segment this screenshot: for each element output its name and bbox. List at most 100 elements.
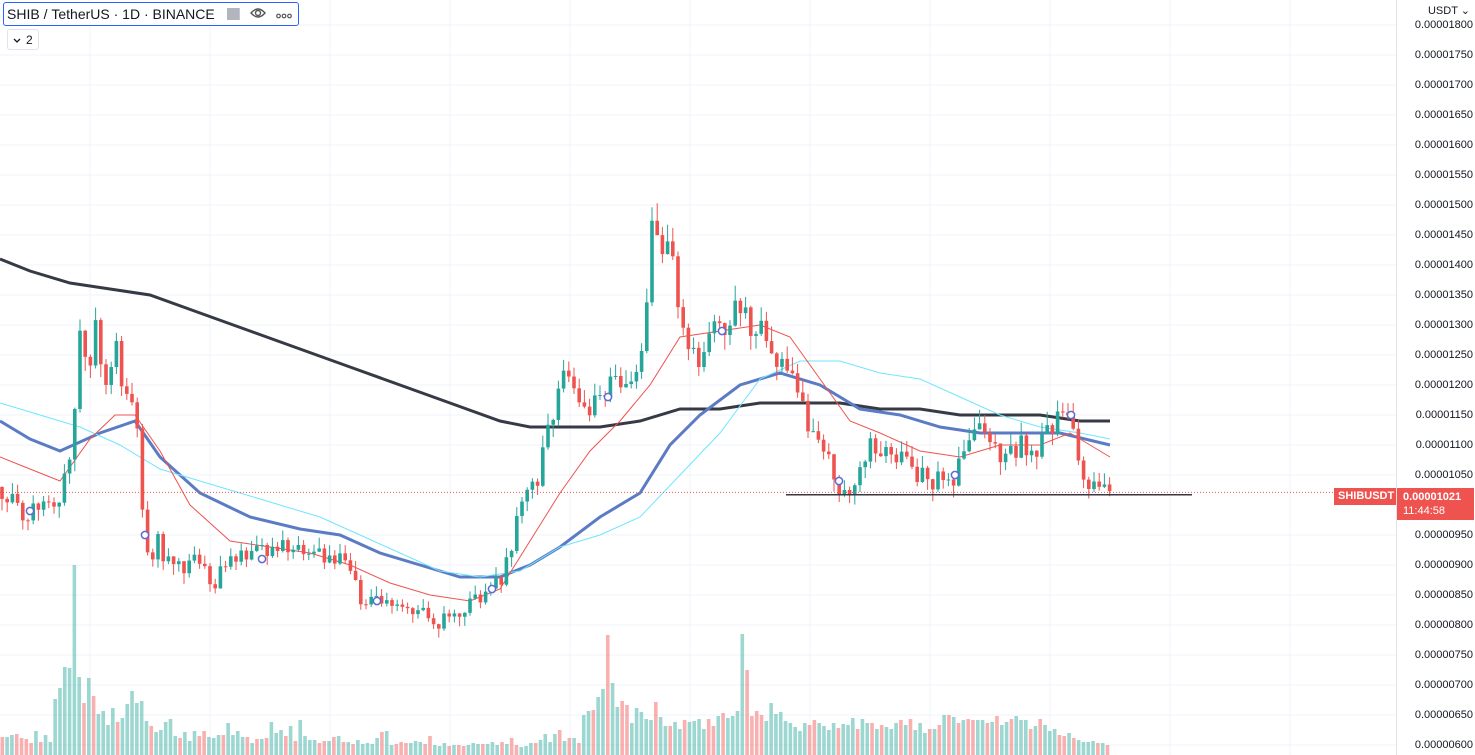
volume-bar xyxy=(389,745,394,755)
volume-bar xyxy=(966,719,970,755)
candle-up xyxy=(541,447,545,486)
volume-bar xyxy=(77,677,81,755)
volume-bar xyxy=(327,741,331,755)
volume-bar xyxy=(163,722,168,755)
volume-bar xyxy=(1028,729,1033,755)
candle-down xyxy=(400,604,405,607)
candle-down xyxy=(535,481,540,486)
volume-bar xyxy=(19,738,24,755)
indicators-collapse-button[interactable]: 2 xyxy=(7,29,39,50)
volume-bar xyxy=(250,743,254,755)
currency-label: USDT xyxy=(1427,5,1458,17)
volume-bar xyxy=(759,715,764,755)
volume-bar xyxy=(432,745,437,755)
volume-bar xyxy=(975,720,980,755)
volume-bar xyxy=(452,745,456,755)
volume-bar xyxy=(711,726,716,755)
candle-up xyxy=(187,560,191,574)
volume-bar xyxy=(990,722,994,755)
candle-down xyxy=(993,442,997,444)
candle-up xyxy=(561,370,566,389)
candle-down xyxy=(837,479,841,495)
square-icon[interactable] xyxy=(226,8,240,20)
price-axis[interactable]: USDT ⌄ 0.00001800 0.00001750 0.00001700 0.0… xyxy=(1396,0,1475,755)
volume-bar xyxy=(1076,740,1081,755)
volume-bar xyxy=(663,726,668,755)
candle-down xyxy=(348,560,353,571)
candle-down xyxy=(171,556,176,565)
chevron-down-icon: ⌄ xyxy=(1460,5,1470,17)
volume-bar xyxy=(879,725,884,755)
volume-bar xyxy=(639,712,644,755)
currency-selector[interactable]: USDT ⌄ xyxy=(1428,4,1470,17)
volume-bar xyxy=(999,725,1004,755)
candle-down xyxy=(790,370,795,374)
volume-bar xyxy=(855,729,860,755)
volume-bar xyxy=(139,701,144,755)
candle-up xyxy=(546,424,550,448)
candle-down xyxy=(457,613,462,617)
candle-up xyxy=(629,381,633,384)
volume-bar xyxy=(644,719,649,755)
symbol-name: SHIB xyxy=(7,6,40,22)
eye-icon[interactable] xyxy=(249,7,266,22)
volume-bar xyxy=(947,715,951,755)
candle-up xyxy=(296,544,301,550)
volume-bar xyxy=(1072,738,1076,755)
volume-bar xyxy=(274,733,279,755)
candle-down xyxy=(795,373,800,393)
volume-bar xyxy=(10,735,14,755)
price-tick: 0.00001500 xyxy=(1414,199,1473,211)
more-options-icon[interactable] xyxy=(275,7,292,22)
volume-bar xyxy=(1014,716,1019,755)
candle-up xyxy=(920,467,925,482)
volume-bar xyxy=(673,722,677,755)
candle-up xyxy=(1009,445,1013,454)
volume-bar xyxy=(476,744,480,755)
volume-bar xyxy=(43,735,48,755)
candle-up xyxy=(707,333,711,353)
volume-bar xyxy=(269,722,274,755)
volume-bar xyxy=(764,721,769,755)
volume-bar xyxy=(115,722,120,755)
candle-down xyxy=(951,479,956,486)
indicator-ma-200 xyxy=(0,257,1110,429)
price-tick: 0.00000800 xyxy=(1414,619,1473,631)
price-tick: 0.00001550 xyxy=(1414,169,1473,181)
volume-bar xyxy=(332,737,336,755)
volume-bar xyxy=(894,723,898,755)
candle-up xyxy=(249,550,254,560)
volume-bar xyxy=(519,747,524,755)
candle-down xyxy=(587,406,592,416)
volume-bar xyxy=(538,740,543,755)
volume-bar xyxy=(14,734,19,755)
candle-down xyxy=(1014,445,1018,458)
candle-down xyxy=(478,594,483,603)
candle-down xyxy=(130,393,134,403)
price-tick: 0.00000650 xyxy=(1414,709,1473,721)
price-tick: 0.00001350 xyxy=(1414,289,1473,301)
volume-bar xyxy=(308,740,312,755)
volume-bar xyxy=(207,737,211,755)
volume-bar xyxy=(293,741,298,755)
volume-bar xyxy=(514,745,519,755)
volume-bar xyxy=(183,732,187,755)
volume-bar xyxy=(5,737,9,755)
volume-bar xyxy=(168,719,173,755)
candle-up xyxy=(62,473,67,503)
volume-bar xyxy=(942,715,946,755)
candle-down xyxy=(582,402,587,407)
volume-bar xyxy=(111,708,115,755)
candle-down xyxy=(1107,484,1112,492)
price-chart[interactable] xyxy=(0,0,1396,755)
volume-bar xyxy=(812,720,817,755)
volume-bar xyxy=(750,716,754,755)
candle-down xyxy=(36,503,41,510)
symbol-legend[interactable]: SHIB / TetherUS · 1D · BINANCE xyxy=(3,2,299,26)
volume-bar xyxy=(53,699,57,755)
candle-up xyxy=(645,302,649,352)
candle-down xyxy=(499,577,503,585)
volume-bar xyxy=(178,738,182,755)
candle-up xyxy=(884,447,888,457)
volume-bar xyxy=(495,745,500,755)
